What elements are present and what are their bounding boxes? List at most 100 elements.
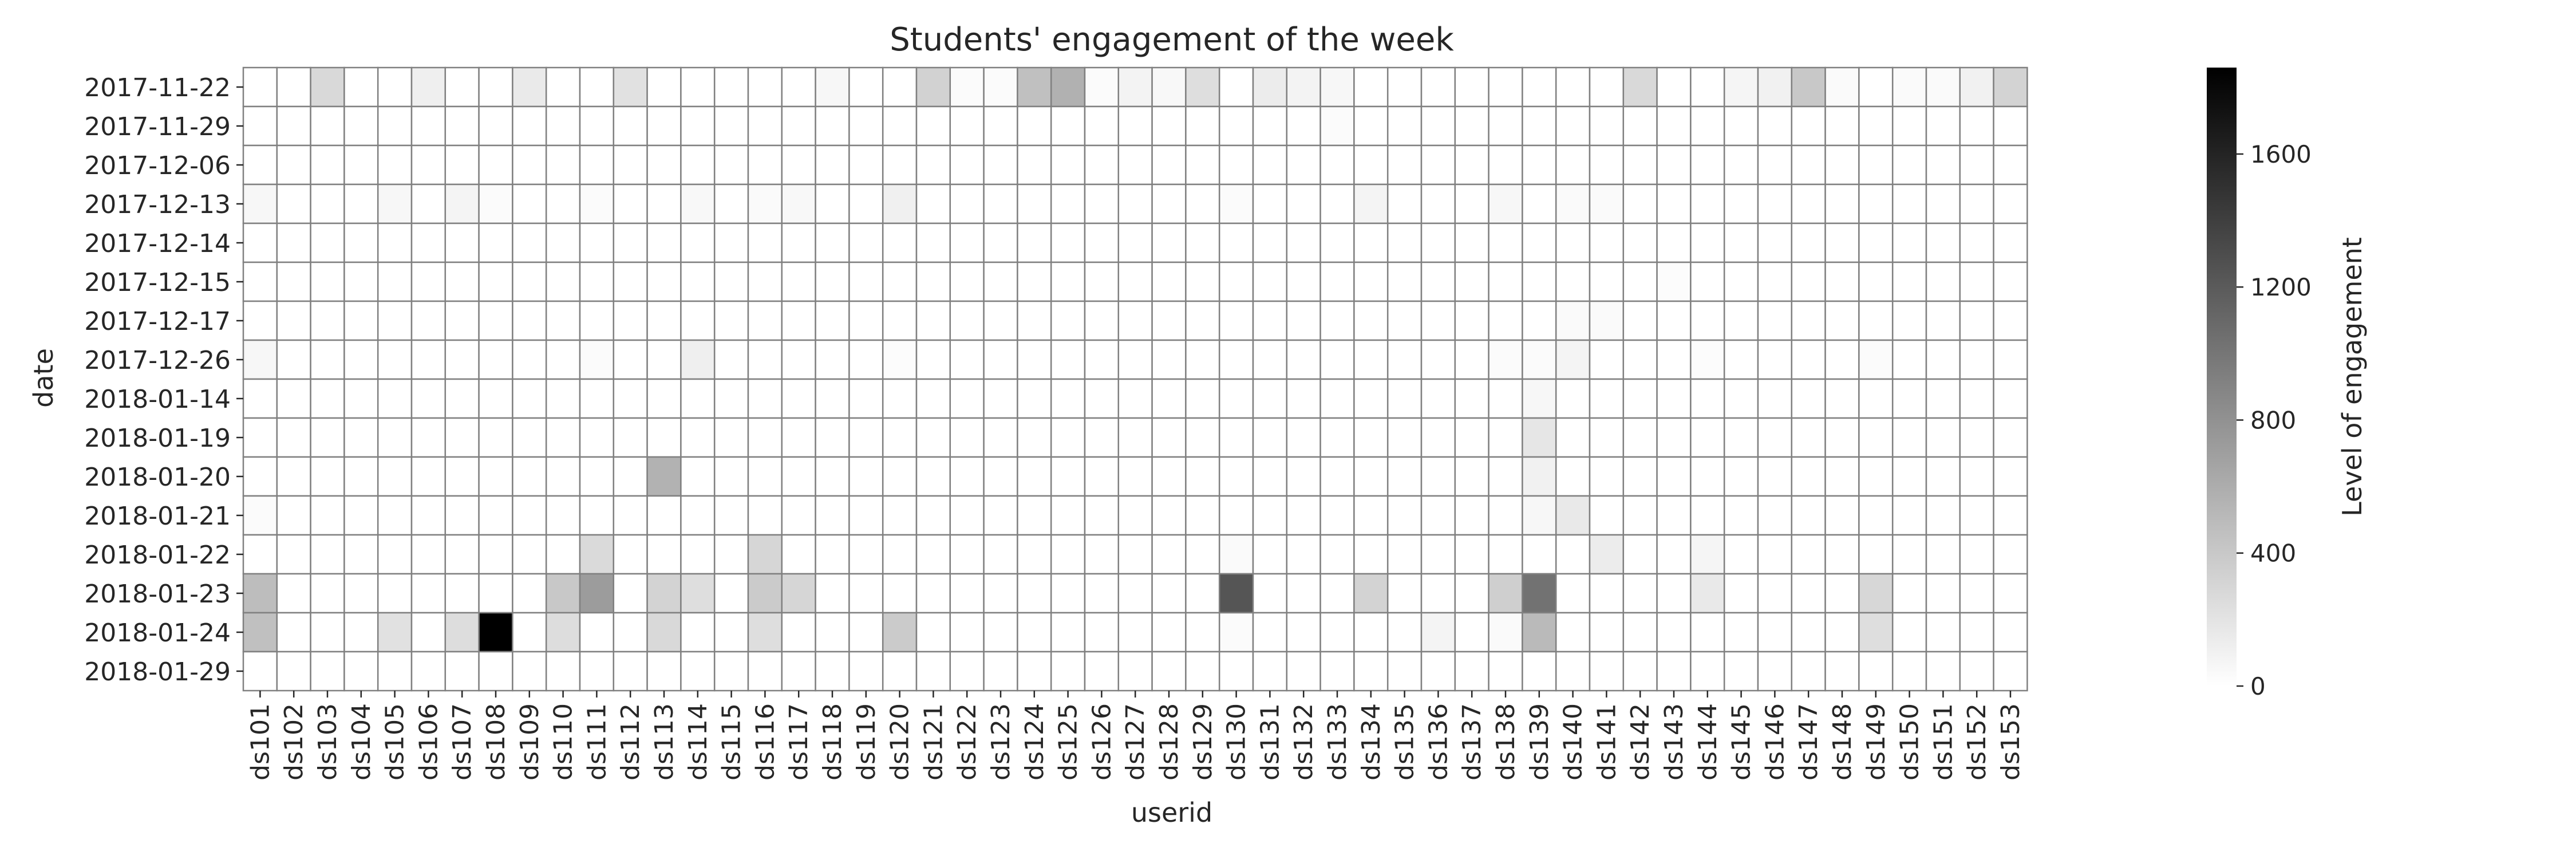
heatmap-cell-2017-12-14-ds102 [276, 222, 311, 263]
heatmap-cell-2018-01-22-ds124 [1017, 534, 1052, 575]
heatmap-cell-2017-12-15-ds152 [1959, 261, 1994, 302]
heatmap-cell-2018-01-20-ds142 [1622, 456, 1658, 497]
heatmap-cell-2018-01-20-ds113 [646, 456, 682, 497]
heatmap-cell-2018-01-23-ds121 [915, 573, 951, 614]
heatmap-cell-2018-01-29-ds105 [377, 651, 413, 692]
heatmap-cell-2017-11-29-ds130 [1218, 105, 1254, 147]
heatmap-cell-2018-01-22-ds151 [1925, 534, 1961, 575]
heatmap-cell-2017-11-22-ds135 [1386, 66, 1423, 108]
heatmap-cell-2018-01-19-ds152 [1959, 417, 1994, 458]
heatmap-cell-2017-12-26-ds101 [242, 339, 278, 380]
heatmap-cell-2018-01-21-ds108 [478, 495, 513, 536]
colorbar-tick-label: 0 [2250, 672, 2266, 700]
heatmap-cell-2017-11-22-ds108 [478, 66, 513, 108]
heatmap-cell-2017-11-22-ds101 [242, 66, 278, 108]
heatmap-cell-2017-11-22-ds146 [1757, 66, 1793, 108]
heatmap-cell-2018-01-23-ds152 [1959, 573, 1994, 614]
colorbar-tick-label: 400 [2250, 539, 2296, 568]
heatmap-cell-2017-12-13-ds104 [343, 183, 379, 224]
x-tick-label: ds125 [1054, 703, 1083, 781]
heatmap-cell-2018-01-14-ds124 [1017, 378, 1052, 419]
x-tick-label: ds122 [953, 703, 982, 781]
heatmap-cell-2018-01-20-ds141 [1589, 456, 1625, 497]
heatmap-cell-2018-01-23-ds130 [1218, 573, 1254, 614]
x-tick-label: ds107 [448, 703, 477, 781]
heatmap-cell-2017-12-26-ds147 [1791, 339, 1826, 380]
heatmap-cell-2018-01-22-ds111 [579, 534, 615, 575]
heatmap-cell-2017-11-22-ds149 [1858, 66, 1894, 108]
heatmap-cell-2018-01-23-ds122 [949, 573, 985, 614]
heatmap-cell-2018-01-19-ds123 [983, 417, 1018, 458]
heatmap-cell-2017-12-26-ds129 [1185, 339, 1220, 380]
heatmap-cell-2017-12-17-ds133 [1319, 300, 1355, 341]
heatmap-cell-2018-01-22-ds147 [1791, 534, 1826, 575]
heatmap-cell-2018-01-21-ds124 [1017, 495, 1052, 536]
heatmap-cell-2018-01-21-ds138 [1488, 495, 1523, 536]
heatmap-cell-2017-11-22-ds111 [579, 66, 615, 108]
heatmap-cell-2018-01-21-ds127 [1117, 495, 1153, 536]
heatmap-cell-2018-01-20-ds135 [1386, 456, 1423, 497]
heatmap-cell-2017-11-22-ds136 [1420, 66, 1456, 108]
heatmap-cell-2018-01-23-ds110 [545, 573, 581, 614]
heatmap-cell-2017-11-22-ds153 [1993, 66, 2028, 108]
y-tick-label: 2017-12-14 [84, 229, 231, 258]
heatmap-cell-2017-12-14-ds127 [1117, 222, 1153, 263]
heatmap-cell-2017-12-06-ds138 [1488, 144, 1523, 186]
heatmap-cell-2018-01-21-ds104 [343, 495, 379, 536]
heatmap-cell-2018-01-24-ds113 [646, 612, 682, 653]
heatmap-cell-2017-12-13-ds145 [1723, 183, 1759, 224]
x-tick-label: ds114 [683, 703, 713, 781]
heatmap-cell-2018-01-29-ds106 [410, 651, 447, 692]
heatmap-cell-2018-01-23-ds103 [310, 573, 345, 614]
heatmap-cell-2017-11-22-ds120 [882, 66, 918, 108]
heatmap-cell-2018-01-19-ds101 [242, 417, 278, 458]
heatmap-cell-2017-12-17-ds118 [815, 300, 850, 341]
heatmap-cell-2017-12-13-ds142 [1622, 183, 1658, 224]
heatmap-cell-2018-01-14-ds137 [1454, 378, 1490, 419]
heatmap-cell-2018-01-19-ds109 [512, 417, 547, 458]
heatmap-cell-2017-12-26-ds113 [646, 339, 682, 380]
heatmap-cell-2018-01-29-ds145 [1723, 651, 1759, 692]
heatmap-cell-2018-01-29-ds135 [1386, 651, 1423, 692]
heatmap-cell-2018-01-24-ds110 [545, 612, 581, 653]
heatmap-cell-2018-01-24-ds103 [310, 612, 345, 653]
heatmap-cell-2018-01-22-ds132 [1286, 534, 1321, 575]
x-tick-label: ds138 [1491, 703, 1520, 781]
heatmap-cell-2018-01-24-ds153 [1993, 612, 2028, 653]
heatmap-cell-2017-12-15-ds118 [815, 261, 850, 302]
heatmap-cell-2017-12-26-ds152 [1959, 339, 1994, 380]
heatmap-cell-2017-12-15-ds119 [848, 261, 884, 302]
heatmap-cell-2018-01-14-ds109 [512, 378, 547, 419]
heatmap-cell-2017-12-17-ds110 [545, 300, 581, 341]
x-tick-label: ds117 [784, 703, 813, 781]
heatmap-cell-2017-12-06-ds135 [1386, 144, 1423, 186]
heatmap-cell-2018-01-29-ds125 [1050, 651, 1086, 692]
heatmap-cell-2017-12-26-ds110 [545, 339, 581, 380]
heatmap-cell-2018-01-21-ds146 [1757, 495, 1793, 536]
heatmap-cell-2017-12-17-ds117 [781, 300, 816, 341]
y-tick-label: 2018-01-19 [84, 424, 231, 453]
heatmap-cell-2018-01-23-ds116 [747, 573, 783, 614]
heatmap-cell-2017-12-26-ds121 [915, 339, 951, 380]
heatmap-cell-2018-01-24-ds127 [1117, 612, 1153, 653]
heatmap-cell-2017-11-29-ds123 [983, 105, 1018, 147]
heatmap-cell-2017-12-06-ds112 [613, 144, 648, 186]
heatmap-cell-2017-12-14-ds144 [1690, 222, 1725, 263]
heatmap-cell-2017-12-26-ds134 [1353, 339, 1389, 380]
heatmap-cell-2017-12-26-ds133 [1319, 339, 1355, 380]
heatmap-cell-2017-12-13-ds138 [1488, 183, 1523, 224]
heatmap-cell-2018-01-20-ds147 [1791, 456, 1826, 497]
y-tick-label: 2018-01-14 [84, 385, 231, 414]
heatmap-cell-2018-01-20-ds146 [1757, 456, 1793, 497]
heatmap-cell-2018-01-24-ds105 [377, 612, 413, 653]
heatmap-cell-2018-01-29-ds119 [848, 651, 884, 692]
heatmap-cell-2017-11-22-ds133 [1319, 66, 1355, 108]
heatmap-cell-2018-01-21-ds113 [646, 495, 682, 536]
heatmap-cell-2017-12-14-ds101 [242, 222, 278, 263]
heatmap-cell-2017-12-17-ds102 [276, 300, 311, 341]
heatmap-cell-2017-12-26-ds150 [1891, 339, 1927, 380]
heatmap-cell-2018-01-22-ds106 [410, 534, 447, 575]
colorbar [2207, 68, 2237, 686]
heatmap-cell-2018-01-14-ds127 [1117, 378, 1153, 419]
colorbar-label: Level of engagement [2337, 237, 2368, 517]
